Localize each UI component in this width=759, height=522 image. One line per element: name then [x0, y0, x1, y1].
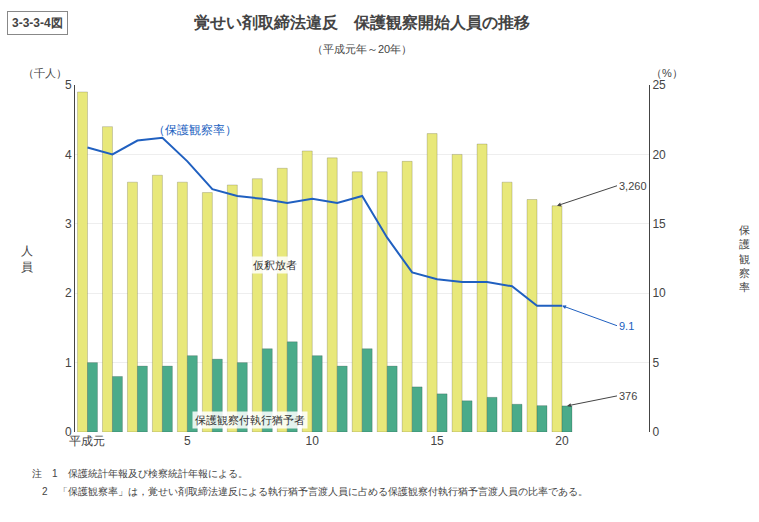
svg-text:5: 5	[65, 78, 72, 92]
svg-text:仮釈放者: 仮釈放者	[253, 259, 297, 271]
svg-text:3,260: 3,260	[619, 180, 647, 192]
svg-text:2 「保護観察率」は，覚せい剤取締法違反による執行猶予言渡人: 2 「保護観察率」は，覚せい剤取締法違反による執行猶予言渡人員に占める保護観察付…	[32, 486, 588, 497]
svg-text:15: 15	[652, 217, 666, 231]
svg-text:5: 5	[652, 356, 659, 370]
svg-text:1: 1	[65, 356, 72, 370]
svg-text:3-3-3-4図: 3-3-3-4図	[12, 16, 63, 30]
svg-text:20: 20	[652, 148, 666, 162]
svg-text:0: 0	[652, 425, 659, 439]
svg-text:10: 10	[652, 286, 666, 300]
svg-text:保護観察率: 保護観察率	[739, 224, 750, 293]
svg-text:9.1: 9.1	[619, 320, 634, 332]
svg-text:3: 3	[65, 217, 72, 231]
svg-text:（保護観察率）: （保護観察率）	[153, 123, 237, 137]
svg-text:15: 15	[430, 434, 444, 448]
svg-text:10: 10	[306, 434, 320, 448]
svg-text:保護観察付執行猶予者: 保護観察付執行猶予者	[195, 414, 305, 426]
svg-text:2: 2	[65, 286, 72, 300]
svg-text:20: 20	[555, 434, 569, 448]
svg-text:平成元: 平成元	[69, 434, 105, 448]
svg-text:（平成元年～20年）: （平成元年～20年）	[312, 43, 412, 55]
svg-text:覚せい剤取締法違反 保護観察開始人員の推移: 覚せい剤取締法違反 保護観察開始人員の推移	[194, 13, 530, 31]
svg-text:25: 25	[652, 78, 666, 92]
svg-text:注 1 保護統計年報及び検察統計年報による。: 注 1 保護統計年報及び検察統計年報による。	[32, 468, 248, 479]
svg-text:（%）: （%）	[651, 67, 683, 79]
svg-text:（千人）: （千人）	[23, 67, 67, 79]
svg-text:4: 4	[65, 148, 72, 162]
svg-text:5: 5	[184, 434, 191, 448]
svg-text:0: 0	[65, 425, 72, 439]
svg-text:人員: 人員	[21, 244, 33, 274]
svg-text:376: 376	[619, 390, 637, 402]
